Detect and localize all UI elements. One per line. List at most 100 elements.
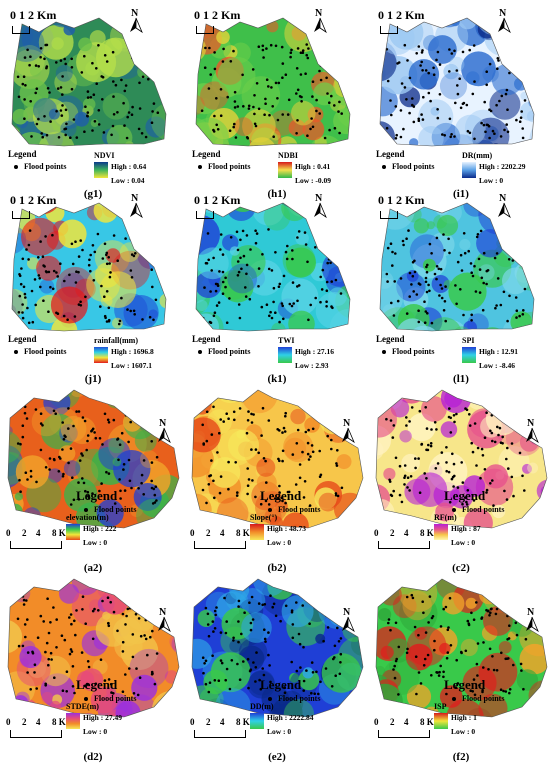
flood-point [149, 636, 152, 639]
flood-point [429, 243, 432, 246]
flood-point [245, 273, 248, 276]
flood-point [326, 421, 329, 424]
flood-point [309, 128, 312, 131]
flood-point [320, 79, 323, 82]
flood-point [106, 252, 109, 255]
flood-point [205, 607, 208, 610]
flood-point [46, 44, 49, 47]
flood-point [155, 299, 158, 302]
flood-point [222, 253, 225, 256]
flood-point [226, 668, 229, 671]
flood-point [70, 503, 73, 506]
flood-point [19, 295, 22, 298]
flood-point [445, 470, 448, 473]
flood-point [149, 236, 152, 239]
flood-point [238, 600, 241, 603]
flood-point [212, 406, 215, 409]
flood-point [283, 275, 286, 278]
flood-point [248, 478, 251, 481]
flood-point [461, 269, 464, 272]
flood-point [489, 648, 492, 651]
flood-point [262, 407, 265, 410]
flood-point [306, 261, 309, 264]
flood-point [213, 315, 216, 318]
flood-point [508, 258, 511, 261]
flood-point [282, 62, 285, 65]
flood-point [202, 656, 205, 659]
flood-point [518, 315, 521, 318]
flood-point [479, 291, 482, 294]
flood-point [442, 608, 445, 611]
flood-point [512, 495, 515, 498]
flood-point [444, 285, 447, 288]
flood-point [245, 295, 248, 298]
flood-point [334, 127, 337, 130]
flood-point [237, 620, 240, 623]
flood-point [430, 674, 433, 677]
flood-point [507, 657, 510, 660]
flood-point [104, 243, 107, 246]
flood-point [264, 640, 267, 643]
flood-point [79, 301, 82, 304]
flood-point [472, 275, 475, 278]
flood-point [253, 113, 256, 116]
flood-point [448, 407, 451, 410]
ramp-low-label: Low : 0.04 [111, 176, 145, 185]
flood-point [271, 105, 274, 108]
flood-point [92, 638, 95, 641]
ramp-high-label: High : 27.16 [295, 347, 334, 356]
flood-point [284, 415, 287, 418]
flood-point [134, 252, 137, 255]
flood-point [411, 406, 414, 409]
flood-point [43, 115, 46, 118]
flood-point [516, 247, 519, 250]
flood-point [389, 99, 392, 102]
flood-point [237, 105, 240, 108]
flood-point [487, 668, 490, 671]
flood-point [338, 244, 341, 247]
flood-point [494, 307, 497, 310]
flood-point [229, 688, 232, 691]
flood-point [403, 483, 406, 486]
flood-point [65, 128, 68, 131]
flood-point [404, 86, 407, 89]
flood-point [42, 620, 45, 623]
flood-point [218, 679, 221, 682]
flood-point [149, 58, 152, 61]
flood-point [499, 427, 502, 430]
flood-point [417, 118, 420, 121]
flood-point [117, 459, 120, 462]
scale-bar [194, 541, 246, 549]
flood-point [94, 120, 97, 123]
flood-point [258, 108, 261, 111]
flood-point [472, 451, 475, 454]
flood-point [436, 265, 439, 268]
flood-point [216, 304, 219, 307]
flood-point [214, 68, 217, 71]
flood-point [449, 417, 452, 420]
flood-point [24, 296, 27, 299]
flood-point [126, 137, 129, 140]
flood-point [47, 664, 50, 667]
flood-point [335, 462, 338, 465]
ramp-title: elevation(m) [66, 513, 109, 522]
flood-point [72, 685, 75, 688]
flood-point [51, 234, 54, 237]
flood-point [24, 412, 27, 415]
flood-point [110, 134, 113, 137]
flood-point [23, 117, 26, 120]
flood-point [406, 486, 409, 489]
scale-tick: 4 [36, 528, 41, 538]
flood-point [37, 118, 40, 121]
flood-point [296, 236, 299, 239]
flood-point [28, 322, 31, 325]
flood-point [451, 478, 454, 481]
flood-point [138, 128, 141, 131]
flood-point [220, 88, 223, 91]
flood-point [156, 456, 159, 459]
flood-point [131, 113, 134, 116]
flood-point [267, 228, 270, 231]
scale-tick: 2 [206, 528, 211, 538]
flood-point [340, 112, 343, 115]
flood-point [334, 674, 337, 677]
